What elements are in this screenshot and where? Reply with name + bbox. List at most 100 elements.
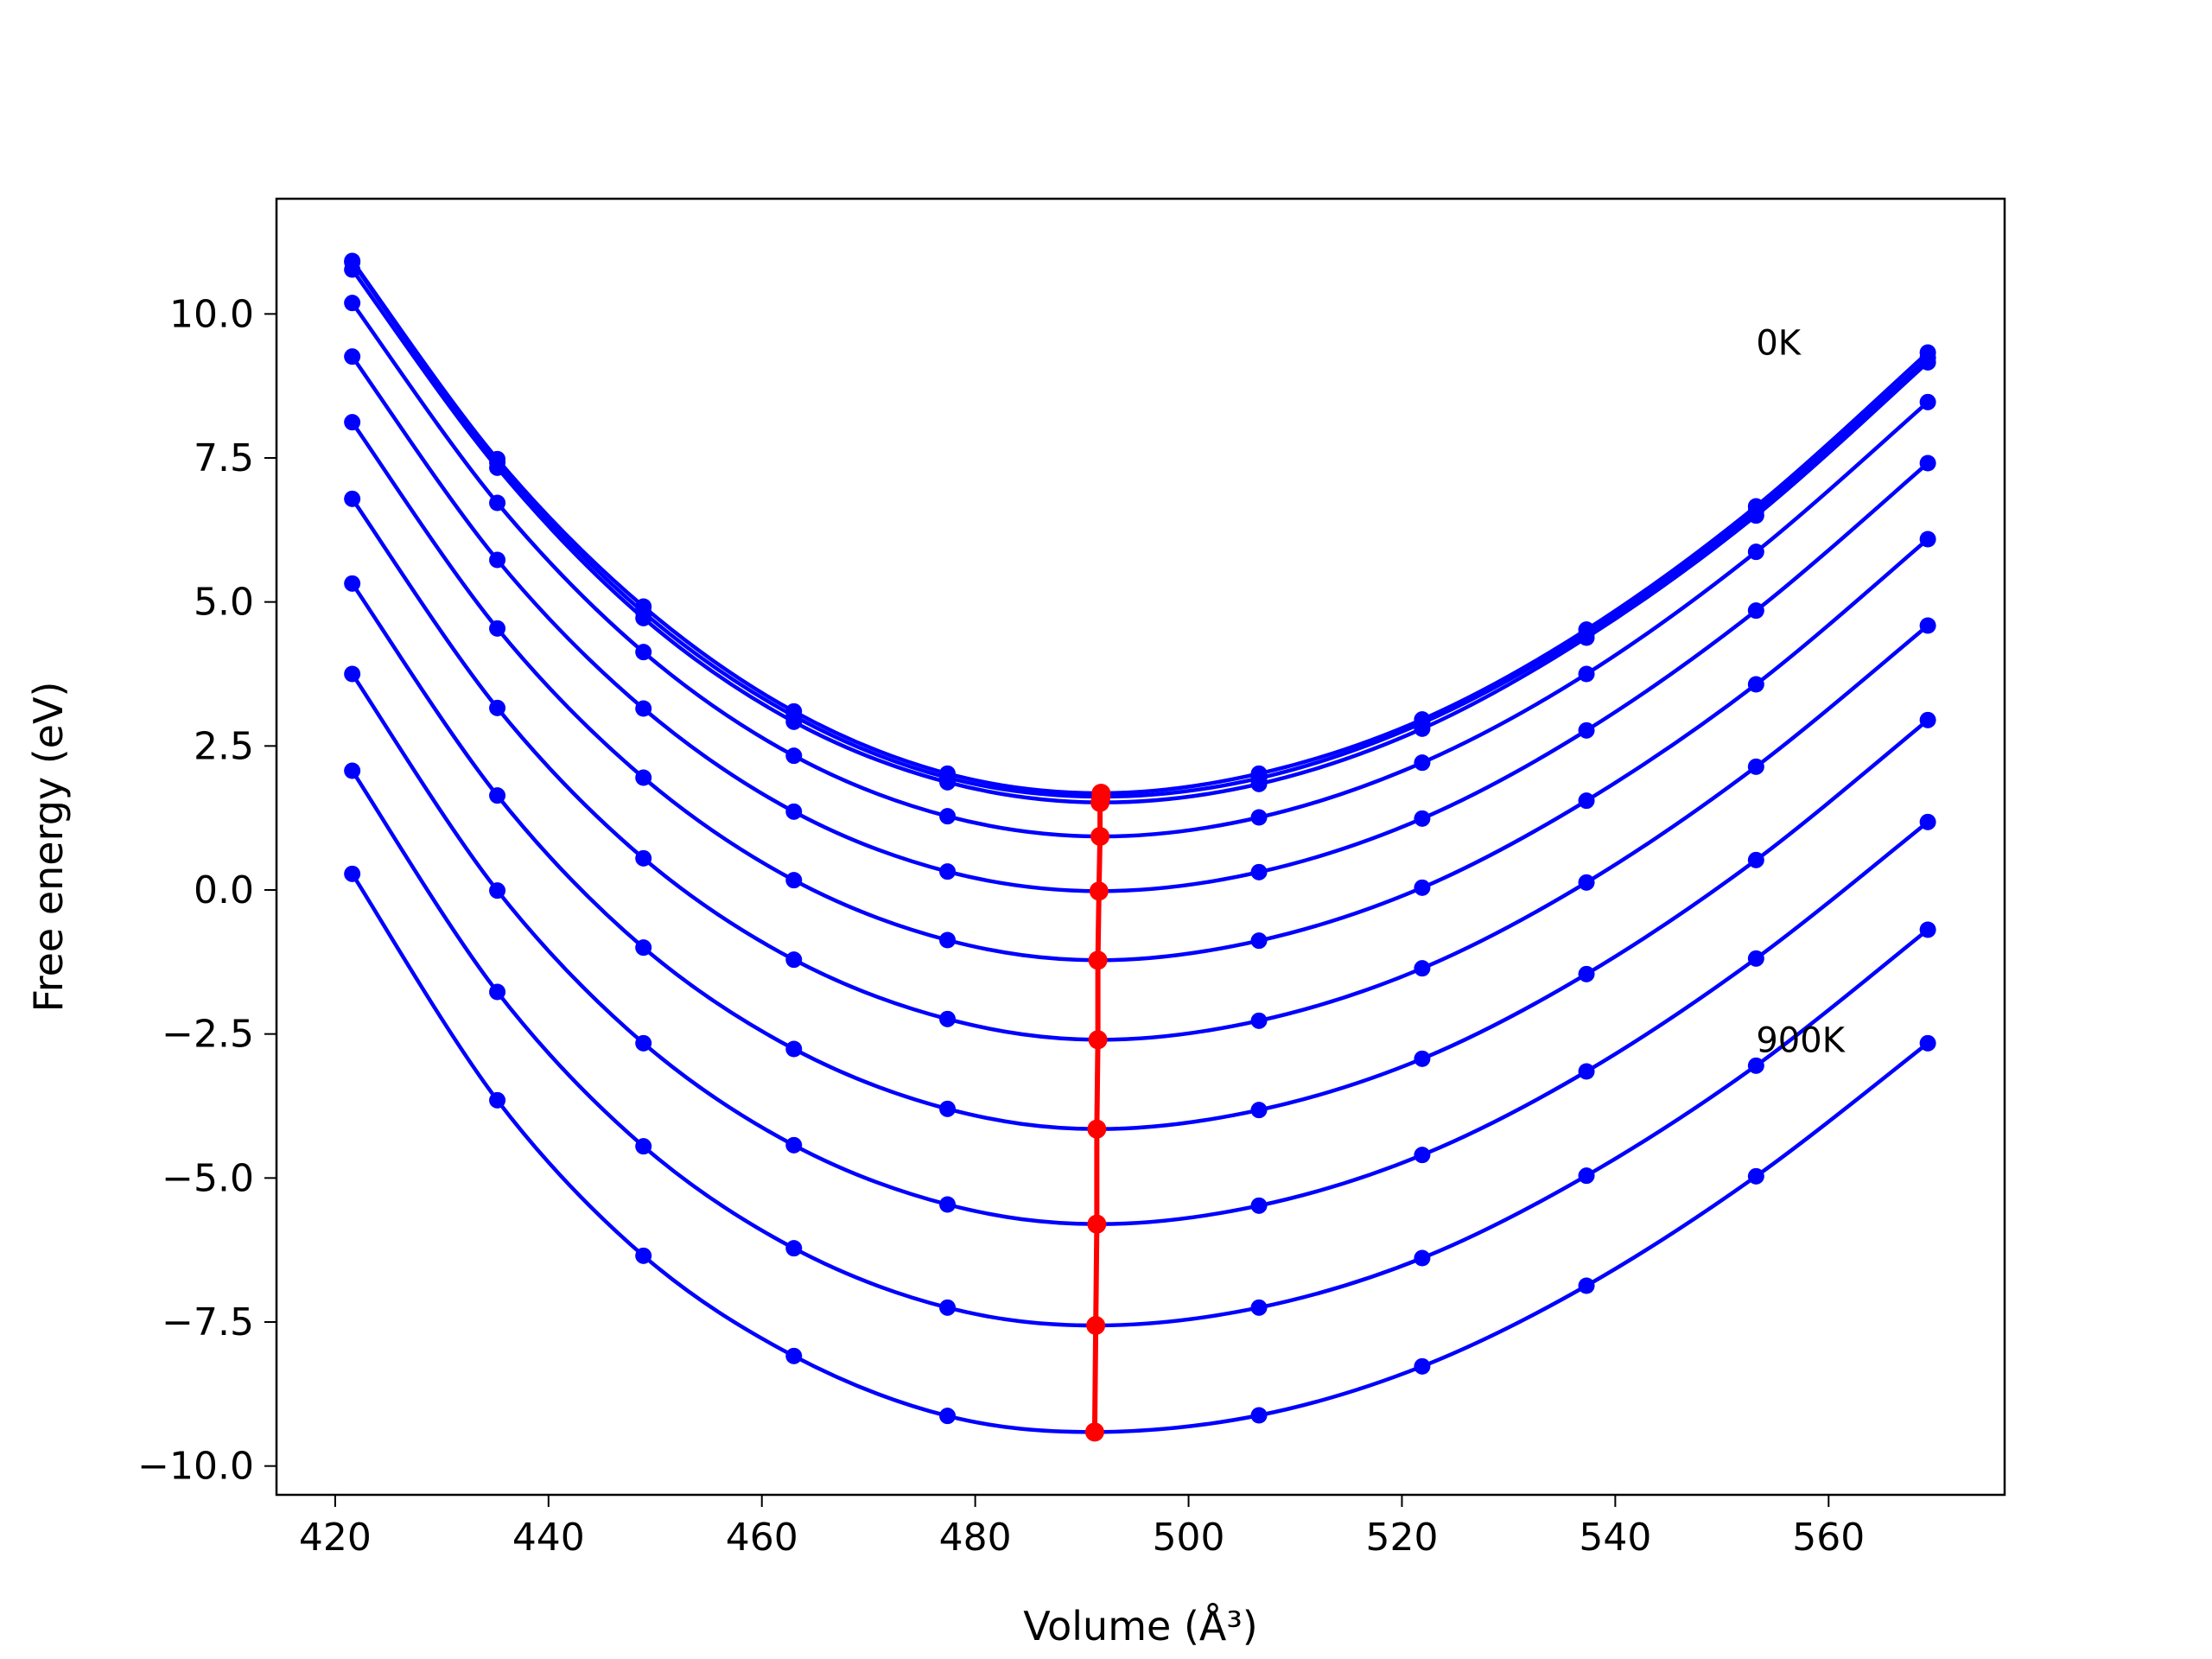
data-point: [1414, 720, 1431, 737]
plot-area: [344, 252, 1936, 1442]
annotations: 0K 900K: [1756, 324, 1846, 1061]
data-point: [1747, 1167, 1764, 1185]
data-point: [1578, 665, 1595, 683]
data-point: [1919, 454, 1936, 472]
y-tick-label: −5.0: [162, 1156, 254, 1200]
data-point: [1747, 543, 1764, 561]
data-point: [489, 551, 506, 569]
data-point: [1747, 851, 1764, 868]
data-point: [344, 414, 361, 431]
minimum-line-layer: [1084, 784, 1111, 1442]
data-point: [1414, 1050, 1431, 1067]
y-axis-label: Free energy (eV): [25, 682, 72, 1013]
data-point: [785, 803, 803, 820]
data-point: [1414, 960, 1431, 977]
data-point: [1578, 721, 1595, 739]
data-point: [489, 983, 506, 1001]
annotation-label: 900K: [1756, 1020, 1846, 1060]
data-point: [939, 808, 957, 825]
axes-frame: [275, 197, 2006, 1497]
data-point: [489, 882, 506, 899]
data-point: [489, 787, 506, 804]
minimum-point: [1086, 1316, 1106, 1335]
data-point: [939, 1100, 957, 1117]
data-point: [939, 773, 957, 791]
data-point: [1747, 676, 1764, 693]
minimum-point: [1089, 881, 1109, 901]
data-point: [1250, 932, 1268, 950]
data-point: [785, 747, 803, 765]
x-tick-label: 500: [1153, 1516, 1225, 1560]
data-point: [939, 1299, 957, 1316]
data-point: [1250, 863, 1268, 880]
data-point: [344, 490, 361, 507]
data-point: [785, 713, 803, 730]
y-tick-label: 10.0: [169, 292, 254, 336]
data-point: [939, 1408, 957, 1425]
data-point: [1578, 965, 1595, 982]
data-point: [635, 700, 652, 717]
data-point: [489, 459, 506, 476]
minimum-point: [1090, 827, 1110, 846]
data-point: [1919, 353, 1936, 371]
x-tick-label: 460: [726, 1516, 798, 1560]
y-tick-label: −7.5: [162, 1300, 254, 1344]
data-point: [1250, 1012, 1268, 1029]
data-point: [1250, 1102, 1268, 1119]
x-axis-label: Volume (Å³): [1023, 1603, 1258, 1649]
data-point: [1919, 711, 1936, 728]
minimum-point: [1087, 1119, 1107, 1139]
data-point: [1414, 1147, 1431, 1164]
data-point: [939, 863, 957, 880]
y-tick-label: −2.5: [162, 1013, 254, 1057]
data-point: [939, 1196, 957, 1213]
data-point: [1919, 921, 1936, 938]
minimum-point: [1084, 1422, 1104, 1442]
minimum-point: [1088, 950, 1108, 970]
minimum-point: [1090, 792, 1110, 812]
data-point: [635, 609, 652, 626]
data-point: [344, 575, 361, 592]
data-point: [1414, 879, 1431, 896]
data-point: [1747, 602, 1764, 620]
data-point: [344, 665, 361, 683]
data-point: [785, 1240, 803, 1257]
data-point: [635, 939, 652, 957]
y-tick-label: 7.5: [194, 436, 254, 480]
data-point: [1919, 1034, 1936, 1052]
x-axis: 420 440 460 480 500 520 540 560: [299, 1495, 1865, 1560]
data-point: [489, 494, 506, 512]
data-point: [635, 1138, 652, 1155]
data-point: [635, 1034, 652, 1052]
data-point: [344, 348, 361, 365]
y-tick-label: 0.0: [194, 868, 254, 912]
data-point: [635, 769, 652, 786]
data-point: [1919, 617, 1936, 634]
data-point: [939, 931, 957, 949]
minimum-point: [1088, 1030, 1108, 1050]
data-point: [1414, 1357, 1431, 1375]
data-point: [489, 699, 506, 716]
data-point: [344, 295, 361, 312]
data-point: [1578, 874, 1595, 891]
data-point: [1747, 1057, 1764, 1074]
data-point: [489, 620, 506, 637]
x-tick-label: 440: [512, 1516, 585, 1560]
data-point: [1747, 507, 1764, 524]
data-point: [939, 1010, 957, 1027]
data-point: [785, 872, 803, 889]
data-point: [1578, 629, 1595, 646]
data-point: [785, 951, 803, 969]
y-tick-label: 5.0: [194, 581, 254, 625]
data-point: [785, 1136, 803, 1154]
x-tick-label: 540: [1579, 1516, 1651, 1560]
data-point: [1578, 792, 1595, 810]
data-point: [1250, 809, 1268, 826]
data-point: [344, 261, 361, 278]
data-point: [1919, 813, 1936, 830]
data-point: [344, 865, 361, 882]
minimum-point: [1087, 1214, 1107, 1234]
data-point: [1414, 810, 1431, 827]
data-point: [1919, 393, 1936, 410]
